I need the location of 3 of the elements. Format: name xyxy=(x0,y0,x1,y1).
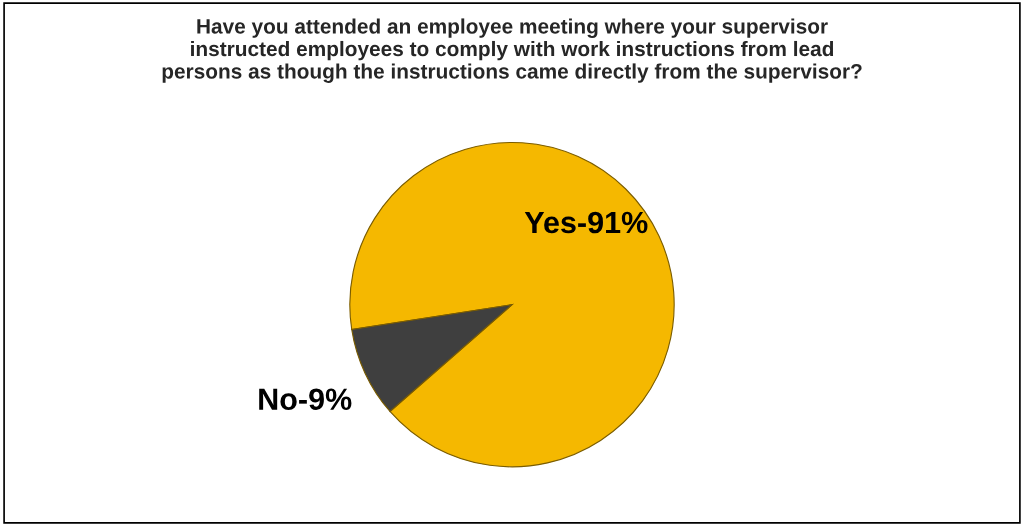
chart-title: Have you attended an employee meeting where your supervisor instructed employees to comply with work instructions from lead persons as though the instructions came directly from the supervisor? xyxy=(162,18,862,83)
slice-label: Yes-91% xyxy=(524,211,648,234)
slice-label: No-9% xyxy=(259,388,352,411)
